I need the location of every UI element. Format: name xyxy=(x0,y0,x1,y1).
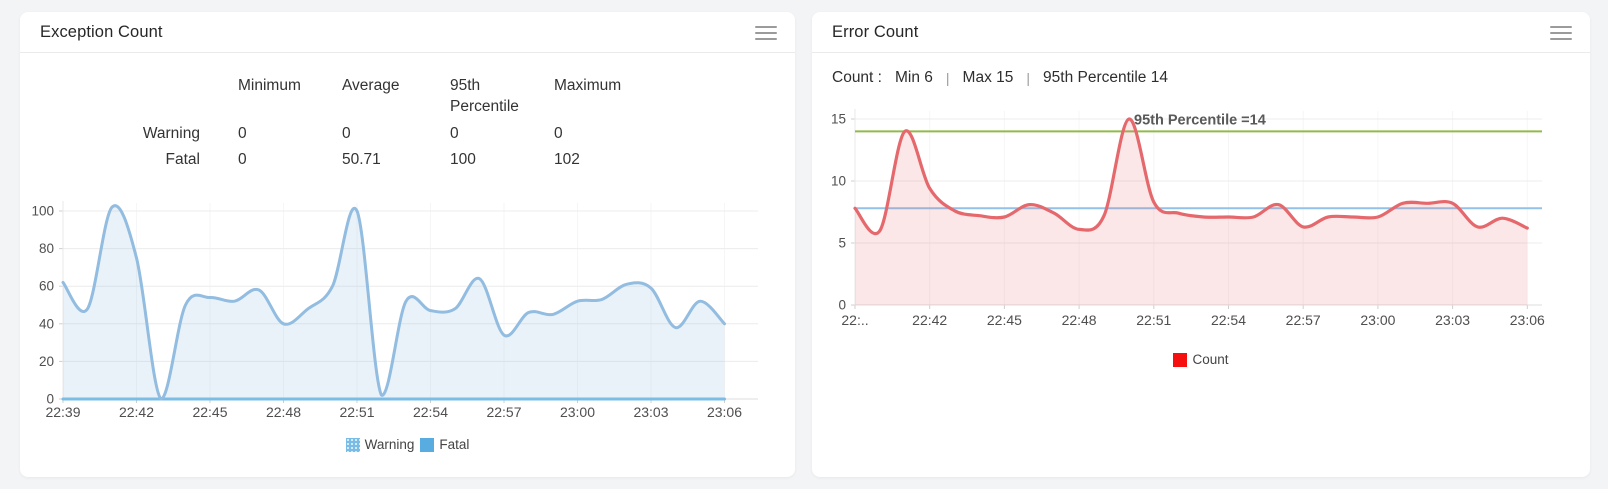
warning-swatch-icon xyxy=(345,437,360,452)
hamburger-menu-icon[interactable] xyxy=(1550,26,1572,40)
y-axis-tick-label: 0 xyxy=(46,392,54,407)
y-axis-tick-label: 0 xyxy=(838,298,846,313)
fatal-95th-value: 100 xyxy=(450,151,476,168)
y-axis-tick-label: 20 xyxy=(39,354,54,369)
summary-min: Min 6 xyxy=(894,69,933,86)
legend-item-fatal[interactable]: Fatal xyxy=(420,437,469,452)
fatal-minimum-value: 0 xyxy=(238,151,247,168)
fatal-average-value: 50.71 xyxy=(342,151,381,168)
x-axis-tick-label: 22:45 xyxy=(987,312,1022,328)
x-axis-tick-label: 22:.. xyxy=(841,312,868,328)
x-axis-tick-label: 22:48 xyxy=(266,404,301,420)
column-header-95th-percentile: 95th Percentile xyxy=(450,77,519,115)
x-axis-tick-label: 22:51 xyxy=(1136,312,1171,328)
y-axis-tick-label: 40 xyxy=(39,316,54,331)
column-header-minimum: Minimum xyxy=(238,77,301,94)
exception-count-chart: 22:39 22:42 22:45 22:48 22:51 22:54 22:57 23:00… xyxy=(31,201,758,420)
y-axis-tick-label: 80 xyxy=(39,241,54,256)
panel-header: Exception Count xyxy=(20,12,795,53)
x-axis-tick-label: 22:57 xyxy=(1286,312,1321,328)
x-axis-tick-label: 22:54 xyxy=(413,404,448,420)
error-count-panel: Error Count Count : Min 6 | Max 15 | 95t… xyxy=(812,12,1590,477)
y-axis-tick-label: 10 xyxy=(831,174,846,189)
x-axis-tick-label: 23:06 xyxy=(1510,312,1545,328)
x-axis-tick-label: 22:57 xyxy=(486,404,521,420)
panel-header: Error Count xyxy=(812,12,1590,53)
table-row: Fatal 0 50.71 100 102 xyxy=(40,147,674,173)
x-axis-tick-label: 23:06 xyxy=(707,404,742,420)
x-axis-tick-label: 22:54 xyxy=(1211,312,1246,328)
exception-stats-table: Minimum Average 95th Percentile Maximum … xyxy=(40,69,674,173)
legend-label: Warning xyxy=(364,437,415,452)
summary-max: Max 15 xyxy=(962,69,1014,86)
summary-prefix: Count : xyxy=(832,69,882,86)
x-axis-tick-label: 22:42 xyxy=(119,404,154,420)
count-line xyxy=(853,117,1529,236)
y-axis-tick-label: 15 xyxy=(831,112,846,127)
table-header-row: Minimum Average 95th Percentile Maximum xyxy=(40,69,674,121)
exception-count-panel: Exception Count Minimum Average 95th Per… xyxy=(20,12,795,477)
legend-item-count[interactable]: Count xyxy=(1173,352,1229,367)
x-axis-tick-label: 23:03 xyxy=(633,404,668,420)
error-count-summary: Count : Min 6 | Max 15 | 95th Percentile… xyxy=(832,69,1590,87)
y-axis-tick-label: 100 xyxy=(31,204,54,219)
error-chart-legend: Count xyxy=(812,352,1590,367)
row-label-warning: Warning xyxy=(142,125,200,142)
fatal-maximum-value: 102 xyxy=(554,151,580,168)
x-axis-tick-label: 23:00 xyxy=(560,404,595,420)
legend-label: Count xyxy=(1192,352,1229,367)
percentile-annotation: 95th Percentile =14 xyxy=(1134,112,1266,128)
count-swatch-icon xyxy=(1173,352,1188,367)
fatal-line xyxy=(61,204,726,401)
error-count-chart: 22:.. 22:42 22:45 22:48 22:51 22:54 22:57 23:00… xyxy=(831,109,1545,328)
hamburger-menu-icon[interactable] xyxy=(755,26,777,40)
x-axis-tick-label: 23:03 xyxy=(1435,312,1470,328)
x-axis-tick-label: 22:45 xyxy=(192,404,227,420)
fatal-area xyxy=(63,205,725,399)
legend-label: Fatal xyxy=(439,437,470,452)
summary-separator: | xyxy=(945,70,950,86)
warning-maximum-value: 0 xyxy=(554,125,563,142)
x-axis-tick-label: 22:51 xyxy=(339,404,374,420)
y-axis-tick-label: 5 xyxy=(838,236,846,251)
legend-item-warning[interactable]: Warning xyxy=(345,437,415,452)
column-header-average: Average xyxy=(342,77,400,94)
panel-title: Error Count xyxy=(832,22,919,41)
exception-chart-legend: Warning Fatal xyxy=(20,437,795,452)
table-row: Warning 0 0 0 0 xyxy=(40,121,674,147)
x-axis-tick-label: 23:00 xyxy=(1360,312,1395,328)
count-area xyxy=(855,118,1528,306)
warning-average-value: 0 xyxy=(342,125,351,142)
x-axis-tick-label: 22:39 xyxy=(45,404,80,420)
panel-title: Exception Count xyxy=(40,22,163,41)
row-label-fatal: Fatal xyxy=(165,151,200,168)
summary-separator: | xyxy=(1026,70,1031,86)
x-axis-tick-label: 22:42 xyxy=(912,312,947,328)
warning-minimum-value: 0 xyxy=(238,125,247,142)
column-header-maximum: Maximum xyxy=(554,77,622,94)
y-axis-tick-label: 60 xyxy=(39,279,54,294)
x-axis-tick-label: 22:48 xyxy=(1062,312,1097,328)
fatal-swatch-icon xyxy=(420,437,435,452)
summary-95th-percentile: 95th Percentile 14 xyxy=(1043,69,1168,86)
warning-95th-value: 0 xyxy=(450,125,459,142)
